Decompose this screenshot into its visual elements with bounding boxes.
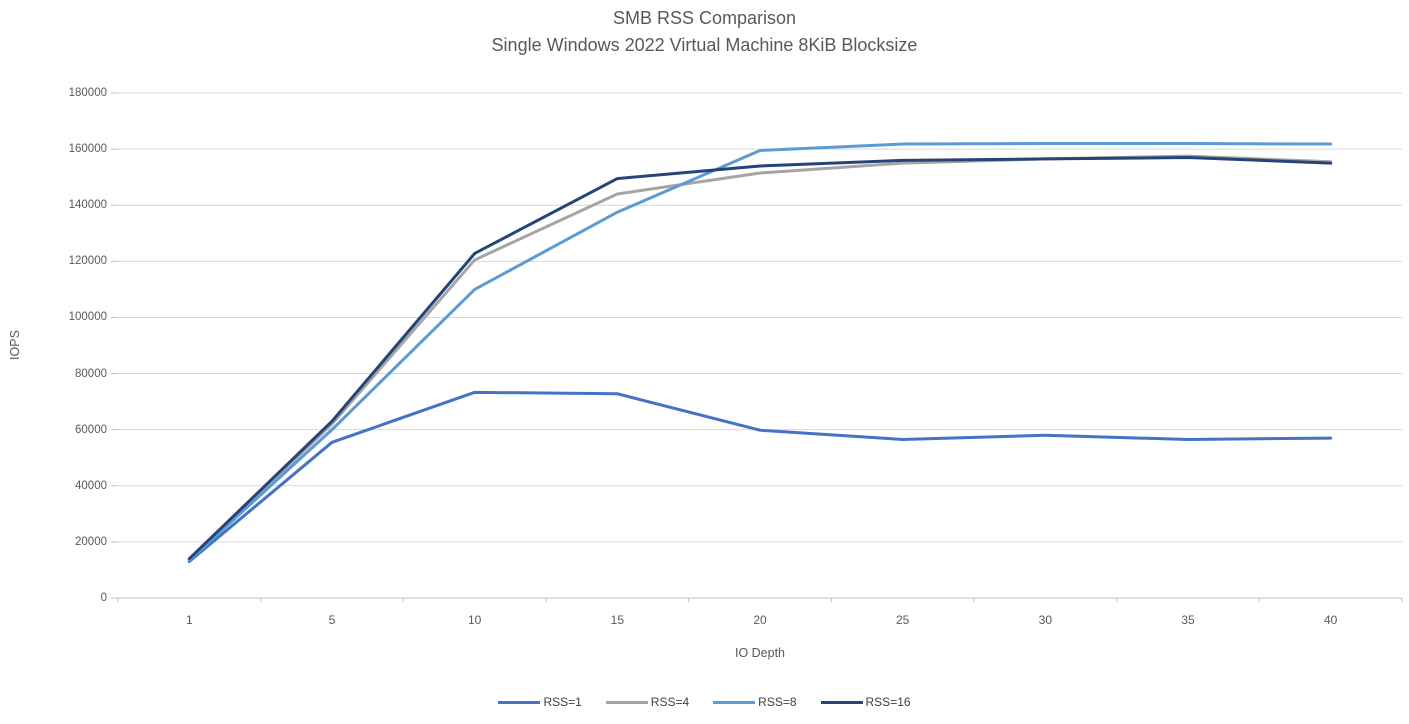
y-axis-title: IOPS <box>8 330 22 360</box>
legend-item-RSS=16: RSS=16 <box>820 695 911 709</box>
y-tick-label: 180000 <box>68 87 107 99</box>
y-tick-label: 140000 <box>68 199 107 212</box>
legend-label: RSS=8 <box>758 695 797 709</box>
x-tick-label: 10 <box>467 613 482 627</box>
x-tick-label: 25 <box>895 613 910 627</box>
legend-swatch-RSS=1 <box>498 700 541 704</box>
y-axis-tick-labels: 0 20000 40000 60000 80000 100000 120000 140000 1… <box>0 0 107 724</box>
legend-swatch-RSS=4 <box>605 700 648 704</box>
legend-label: RSS=4 <box>650 695 690 709</box>
y-tick-label: 120000 <box>68 255 107 268</box>
y-tick-label: 40000 <box>75 479 107 492</box>
series-line-RSS=8 <box>187 142 1333 562</box>
legend-swatch-RSS=8 <box>713 700 756 704</box>
x-tick-label: 40 <box>1323 613 1338 627</box>
legend-item-RSS=8: RSS=8 <box>713 695 797 709</box>
chart-title-block: SMB RSS Comparison Single Windows 2022 V… <box>0 5 1409 59</box>
x-tick-label: 15 <box>610 613 625 627</box>
chart-subtitle: Single Windows 2022 Virtual Machine 8KiB… <box>491 35 918 55</box>
x-tick-label: 5 <box>328 613 336 627</box>
x-axis-title: IO Depth <box>734 646 786 660</box>
y-tick-label: 60000 <box>75 423 107 436</box>
x-axis-tick-labels: 1 5 10 15 20 25 30 35 40 <box>0 613 1409 633</box>
series-line-RSS=16 <box>187 156 1333 561</box>
x-tick-label: 35 <box>1181 613 1195 627</box>
legend-swatch-RSS=16 <box>820 700 863 704</box>
series-line-RSS=4 <box>187 154 1333 562</box>
y-tick-label: 80000 <box>75 367 107 380</box>
series-line-RSS=1 <box>187 390 1333 564</box>
legend: RSS=1 RSS=4 RSS=8 RSS=16 <box>0 695 1409 709</box>
y-tick-label: 0 <box>100 592 107 604</box>
y-tick-label: 20000 <box>75 535 107 548</box>
legend-item-RSS=4: RSS=4 <box>605 695 690 709</box>
y-tick-label: 100000 <box>68 311 107 324</box>
legend-item-RSS=1: RSS=1 <box>498 695 582 709</box>
x-tick-label: 30 <box>1038 613 1053 627</box>
chart-title: SMB RSS Comparison <box>612 8 797 28</box>
y-tick-label: 160000 <box>68 143 107 156</box>
legend-label: RSS=1 <box>543 695 582 709</box>
legend-label: RSS=16 <box>865 695 911 709</box>
x-tick-label: 1 <box>185 613 193 627</box>
x-tick-label: 20 <box>753 613 767 627</box>
